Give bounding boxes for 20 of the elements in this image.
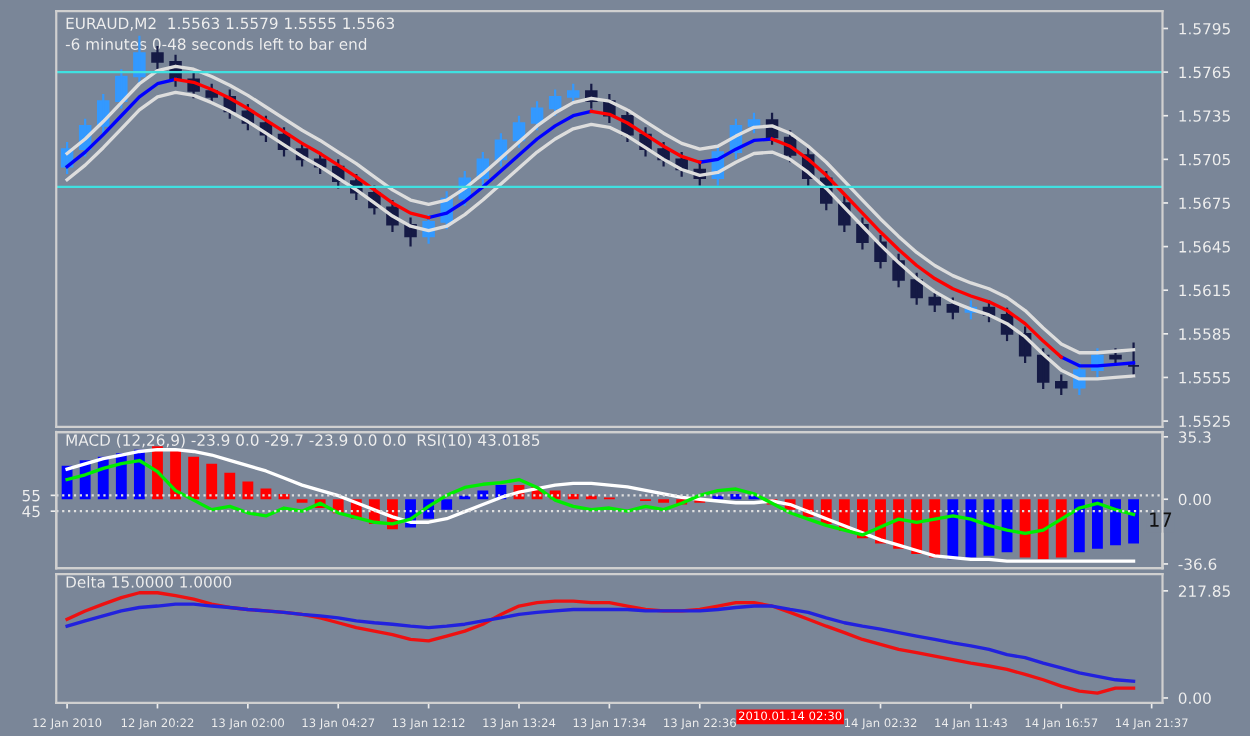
line-series — [65, 448, 1136, 563]
bar — [242, 481, 254, 500]
bar — [224, 472, 236, 500]
bar — [1055, 499, 1067, 558]
bar — [1073, 499, 1085, 553]
bar — [477, 490, 489, 500]
candlestick — [1127, 341, 1140, 379]
bar — [188, 456, 200, 500]
bar — [1092, 499, 1103, 549]
bar — [1110, 499, 1121, 546]
bar — [1037, 499, 1049, 560]
line-series — [65, 591, 1136, 695]
bar — [1128, 499, 1139, 544]
bar — [965, 499, 977, 558]
bar — [206, 463, 218, 500]
line-series — [65, 458, 1136, 537]
bar — [1019, 499, 1031, 558]
line-series — [65, 602, 1136, 683]
candlestick — [928, 289, 942, 314]
bar — [441, 499, 453, 510]
